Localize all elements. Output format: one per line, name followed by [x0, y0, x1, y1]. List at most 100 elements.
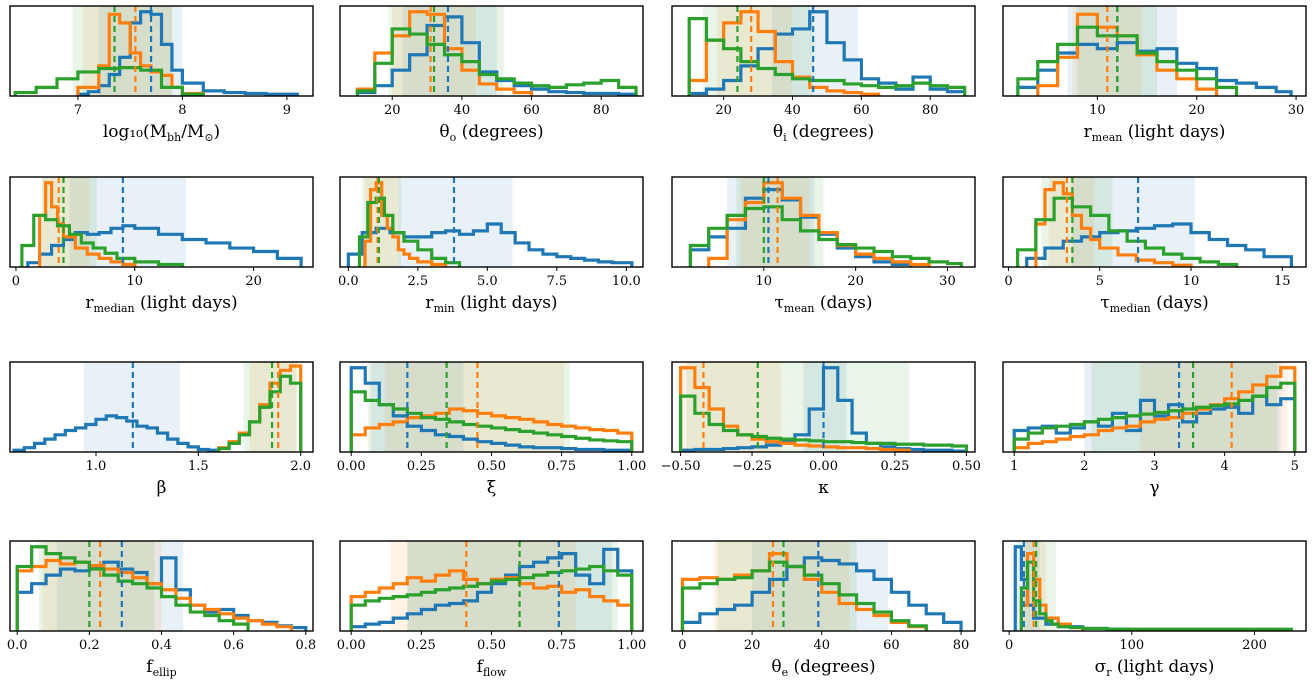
axes-frame	[1002, 540, 1307, 632]
blue-credible-band	[398, 177, 513, 267]
green-credible-band	[736, 177, 824, 267]
x-tick-label: 1.5	[188, 459, 209, 474]
green-histogram	[678, 394, 969, 452]
green-credible-band	[686, 362, 910, 452]
x-axis-label: σr (light days)	[1095, 657, 1215, 679]
x-tick-label: 0.75	[547, 459, 576, 474]
x-tick-label: 1	[1010, 459, 1018, 474]
blue-histogram	[687, 10, 967, 96]
x-tick-label: 10	[1183, 274, 1200, 289]
green-credible-band	[407, 541, 618, 631]
axes-frame	[1002, 176, 1307, 268]
x-tick-label: 2.0	[290, 459, 311, 474]
blue-credible-band	[407, 541, 613, 631]
axes-frame	[671, 5, 976, 97]
histogram-panel-10: 0.00 0.25 0.50 0.75 1.00 ξ	[337, 361, 646, 498]
orange-histogram	[38, 181, 137, 267]
x-tick-label: 0.0	[338, 274, 359, 289]
histogram-panel-14: 0.00 0.25 0.50 0.75 1.00 fflow	[337, 540, 646, 679]
x-tick-label: 0	[12, 274, 20, 289]
green-histogram	[687, 17, 967, 96]
green-credible-band	[72, 6, 172, 96]
x-axis-label: ξ	[487, 478, 496, 498]
x-tick-label: 1.0	[86, 459, 107, 474]
histogram-panel-1: 7 8 9 log₁₀(Mbh/M⊙)	[9, 5, 314, 144]
x-tick-label: 20	[744, 638, 761, 653]
x-tick-label: 20	[715, 103, 732, 118]
x-tick-label: 0.50	[477, 459, 506, 474]
histogram-panel-3: 20 40 60 80 θi (degrees)	[671, 5, 976, 144]
orange-histogram	[363, 181, 448, 267]
x-tick-label: 80	[953, 638, 970, 653]
axes-frame	[9, 361, 314, 453]
green-histogram	[217, 374, 303, 452]
histogram-panel-16: 0 100 200 σr (light days)	[1002, 540, 1307, 679]
x-tick-label: 80	[922, 103, 939, 118]
green-histogram	[349, 390, 634, 452]
x-tick-label: 0.25	[407, 459, 436, 474]
x-tick-label: 9	[283, 103, 291, 118]
x-tick-label: 200	[1242, 638, 1267, 653]
green-credible-band	[388, 6, 504, 96]
x-tick-label: 60	[523, 103, 540, 118]
x-tick-label: 0.0	[7, 638, 28, 653]
axes-frame	[671, 540, 976, 632]
x-tick-label: −0.50	[661, 459, 701, 474]
x-axis-label: fellip	[146, 657, 176, 679]
x-tick-label: 100	[1119, 638, 1144, 653]
blue-histogram	[1012, 394, 1297, 452]
x-tick-label: 1.00	[617, 459, 646, 474]
x-tick-label: 2	[1080, 459, 1088, 474]
blue-histogram	[76, 10, 299, 96]
histogram-panel-12: 1 2 3 4 5 γ	[1002, 361, 1307, 498]
blue-histogram	[349, 547, 634, 631]
x-tick-label: 30	[1288, 103, 1305, 118]
histogram-panel-13: 0.0 0.2 0.4 0.6 0.8 fellip	[7, 540, 316, 679]
x-tick-label: 5	[1096, 274, 1104, 289]
green-histogram	[13, 66, 205, 96]
orange-credible-band	[390, 541, 576, 631]
axes-frame	[339, 5, 644, 97]
green-histogram	[1019, 560, 1293, 631]
histogram-panel-2: 20 40 60 80 θo (degrees)	[339, 5, 644, 144]
orange-credible-band	[713, 541, 850, 631]
green-histogram	[357, 196, 462, 267]
x-tick-label: 20	[245, 274, 262, 289]
green-credible-band	[368, 362, 571, 452]
x-tick-label: 4	[1220, 459, 1228, 474]
green-histogram	[688, 205, 963, 267]
x-axis-label: θe (degrees)	[771, 657, 875, 679]
x-axis-label: rmedian (light days)	[85, 293, 237, 315]
orange-histogram	[349, 407, 634, 452]
x-axis-label: fflow	[477, 657, 507, 679]
x-tick-label: 20	[1188, 103, 1205, 118]
x-axis-label: γ	[1149, 478, 1159, 498]
x-tick-label: 10.0	[612, 274, 641, 289]
x-tick-label: 0.6	[223, 638, 244, 653]
blue-histogram	[680, 556, 963, 631]
x-tick-label: 20	[384, 103, 401, 118]
x-tick-label: 0.8	[295, 638, 316, 653]
green-histogram	[355, 27, 638, 96]
axes-frame	[671, 176, 976, 268]
green-credible-band	[1091, 362, 1278, 452]
histogram-panel-5: 0 10 20 rmedian (light days)	[9, 176, 314, 315]
x-tick-label: −0.25	[732, 459, 772, 474]
orange-histogram	[678, 366, 911, 452]
axes-frame	[9, 5, 314, 97]
blue-credible-band	[402, 6, 497, 96]
x-tick-label: 10	[756, 274, 773, 289]
x-axis-label: κ	[818, 478, 829, 498]
x-tick-label: 60	[853, 103, 870, 118]
orange-histogram	[355, 10, 534, 96]
orange-credible-band	[42, 541, 162, 631]
x-tick-label: 0.50	[952, 459, 981, 474]
histogram-panel-11: −0.50 −0.25 0.00 0.25 0.50 κ	[661, 361, 981, 498]
blue-histogram	[12, 414, 221, 452]
x-axis-label: rmean (light days)	[1084, 122, 1226, 144]
x-tick-label: 0.75	[547, 638, 576, 653]
axes-frame	[339, 176, 644, 268]
green-histogram	[1016, 25, 1239, 96]
green-histogram	[349, 564, 634, 631]
histogram-panel-15: 0 20 40 60 80 θe (degrees)	[671, 540, 976, 679]
